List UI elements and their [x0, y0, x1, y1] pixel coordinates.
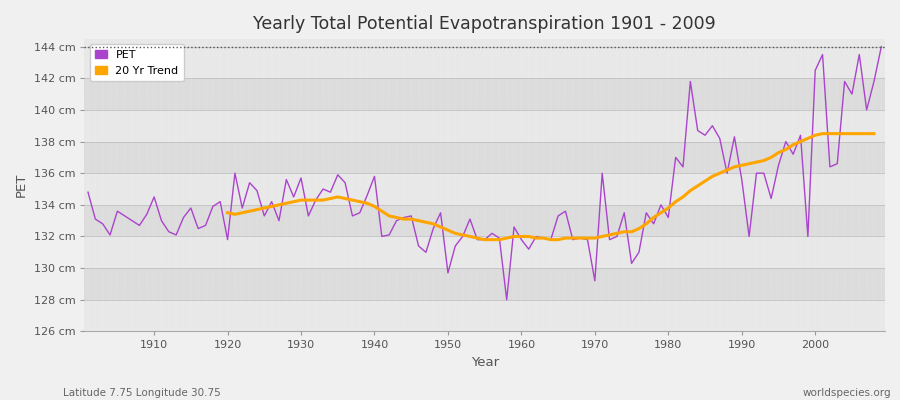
Bar: [85, 142, 885, 173]
Bar: [85, 47, 885, 78]
X-axis label: Year: Year: [471, 356, 499, 369]
Y-axis label: PET: PET: [15, 173, 28, 197]
Bar: [85, 300, 885, 332]
Bar: [85, 173, 885, 205]
Text: worldspecies.org: worldspecies.org: [803, 388, 891, 398]
Bar: [85, 268, 885, 300]
Bar: [85, 110, 885, 142]
Bar: [85, 236, 885, 268]
Text: Latitude 7.75 Longitude 30.75: Latitude 7.75 Longitude 30.75: [63, 388, 220, 398]
Bar: [85, 205, 885, 236]
Title: Yearly Total Potential Evapotranspiration 1901 - 2009: Yearly Total Potential Evapotranspiratio…: [253, 15, 716, 33]
Legend: PET, 20 Yr Trend: PET, 20 Yr Trend: [90, 44, 184, 81]
Bar: [85, 78, 885, 110]
